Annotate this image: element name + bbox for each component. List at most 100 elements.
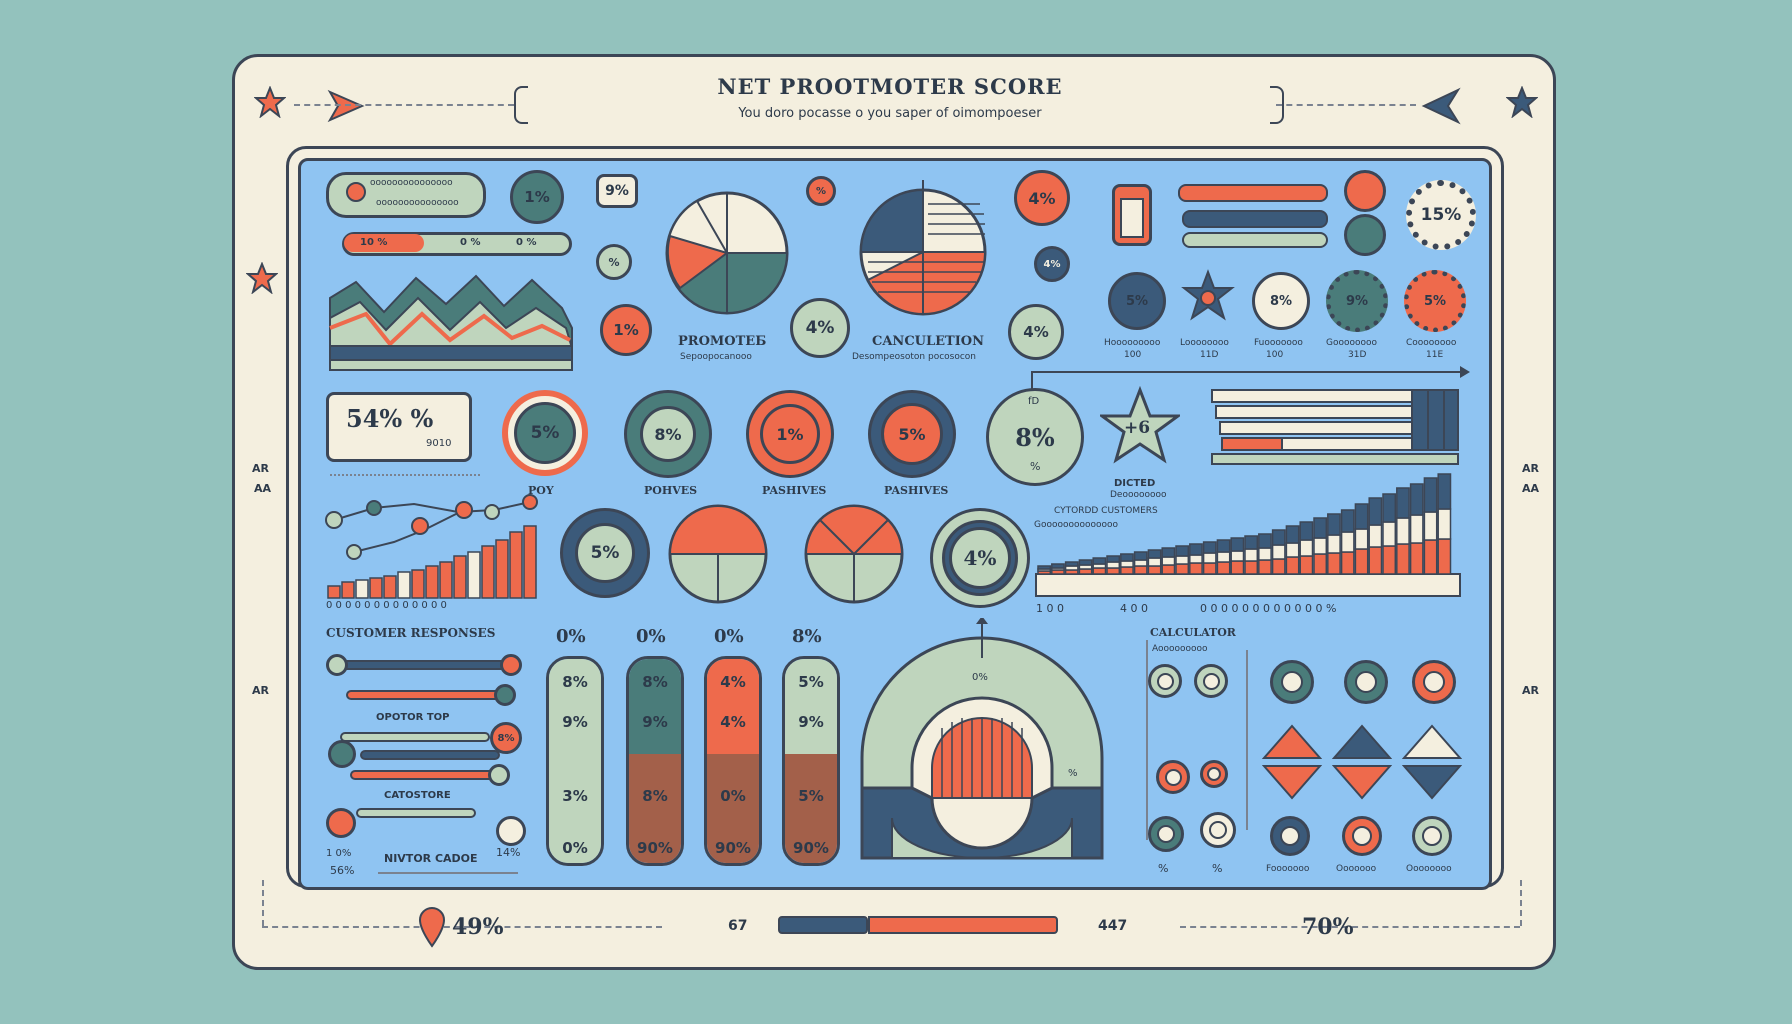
donut-2-label: POHVES — [644, 484, 698, 497]
pill-value-b: 4% — [720, 713, 746, 731]
footer-dash-v-right — [1520, 880, 1522, 926]
bar-segment — [1285, 542, 1300, 558]
slider-6-knob[interactable] — [326, 808, 356, 838]
pill-head-3: 0% — [714, 626, 744, 647]
bar-segment — [1133, 559, 1148, 567]
stacked-hbars — [1211, 389, 1459, 465]
foot-mid: NIVTOR CADOE — [384, 852, 478, 865]
bar-segment — [1423, 477, 1438, 513]
slider-6-track[interactable] — [356, 808, 476, 818]
footer-dash-left — [262, 926, 662, 928]
arrow-left-icon — [1421, 87, 1461, 125]
slider-5-knob[interactable] — [488, 764, 510, 786]
bar-segment — [1230, 560, 1245, 575]
star-rating-icon — [1100, 386, 1180, 464]
bar-segment — [1340, 531, 1355, 553]
donut-6: 4% — [949, 527, 1011, 589]
row-circle-3: 8% — [1252, 272, 1310, 330]
slider-4-knob[interactable] — [328, 740, 356, 768]
target-icon-1 — [1148, 664, 1182, 698]
triangle-shape — [1262, 724, 1322, 759]
bar-segment — [1299, 539, 1314, 557]
bar-segment — [1120, 560, 1134, 568]
pill-bottom-fill — [549, 754, 601, 863]
bar-segment — [1216, 539, 1231, 553]
slider-2-track[interactable] — [346, 690, 504, 700]
bar-segment — [1368, 497, 1383, 526]
slider-1-knob[interactable] — [326, 654, 348, 676]
calc-section-label: CALCULATOR — [1150, 626, 1236, 639]
donut-2-ring: 8% — [624, 390, 712, 478]
bar-segment — [1147, 549, 1162, 559]
location-pin-icon — [418, 906, 446, 948]
header-dash-left — [294, 104, 514, 106]
donut-6-inner: 4% — [942, 520, 1018, 596]
bar-segment — [1147, 557, 1162, 567]
slider-4-track[interactable] — [360, 750, 500, 760]
slider-3-track[interactable] — [340, 732, 490, 742]
foot-left-b: 56% — [330, 864, 355, 877]
mountain-chart — [329, 274, 573, 371]
bar-segment — [1382, 493, 1397, 523]
bar-segment — [1409, 542, 1424, 575]
slider-5-track[interactable] — [350, 770, 494, 780]
page-title: NET PROOTMOTER SCORE — [717, 74, 1063, 99]
bar-segment — [1299, 555, 1314, 575]
bar-segment — [1382, 521, 1397, 547]
pill-gauge-4: 5% 9% 5% 90% — [782, 656, 840, 866]
pill-value-d: 90% — [793, 839, 829, 857]
slider-1-track[interactable] — [332, 660, 512, 670]
pill-value-b: 9% — [562, 713, 588, 731]
slider-3-badge: 8% — [490, 722, 522, 754]
info-pct-b: 0 % — [460, 237, 481, 248]
donut-6-ring: 4% — [930, 508, 1030, 608]
header-dash-right — [1276, 104, 1416, 106]
bar-segment — [1189, 543, 1203, 556]
mask-icon-center — [1209, 821, 1227, 839]
slider-2-knob[interactable] — [494, 684, 516, 706]
kpi-circle-3: 1% — [600, 304, 652, 356]
bar-segment — [1106, 567, 1121, 575]
donut-3-label: PASHIVES — [762, 484, 827, 497]
bar-segment — [1037, 565, 1052, 570]
calc-divider-2 — [1246, 650, 1248, 830]
caption-3: Oooooooo — [1406, 864, 1452, 874]
star-text: +6 — [1124, 418, 1151, 438]
cat-label: CATOSTORE — [384, 790, 451, 801]
gauge-top-pct: 0% — [972, 672, 988, 683]
bar-segment — [1244, 548, 1259, 562]
row-label-4: Goooooooo — [1326, 338, 1378, 348]
kpi-circle-2: % — [596, 244, 632, 280]
bar-segment — [1409, 483, 1424, 516]
info-line-1: ooooooooooooooo — [370, 178, 453, 188]
side-label-left-a: AR — [252, 462, 269, 475]
pill-bottom-fill — [785, 754, 837, 863]
gear-icon-1 — [1148, 816, 1184, 852]
bar-segment — [1078, 559, 1093, 566]
pill-value-c: 3% — [562, 787, 588, 805]
pill-gauge-2: 8% 9% 8% 90% — [626, 656, 684, 866]
footer-left-value: 49% — [452, 914, 504, 940]
bar-segment — [1271, 544, 1286, 560]
triangle-shape — [1332, 724, 1392, 759]
bar-segment — [1437, 538, 1452, 575]
side-label-right-c: AR — [1522, 684, 1539, 697]
arch-gauge — [860, 618, 1104, 860]
slider-6-end[interactable] — [496, 816, 526, 846]
gauge-side-pct: % — [1068, 768, 1078, 779]
row-sub-5: 11E — [1426, 350, 1444, 360]
title-bracket-left — [514, 86, 528, 124]
pill-top-fill — [549, 659, 601, 754]
pill-bottom-fill — [629, 754, 681, 863]
bar-segment — [1051, 563, 1065, 569]
status-dot-red — [1344, 170, 1386, 212]
donut-4-label: PASHIVES — [884, 484, 949, 497]
pill-top-fill — [785, 659, 837, 754]
row-label-1: Hooooooooo — [1104, 338, 1161, 348]
footer-bar-right — [868, 916, 1058, 934]
calc-sub: Desompeosoton pocosocon — [852, 352, 977, 362]
slider-1-end[interactable] — [500, 654, 522, 676]
pill-value-d: 0% — [562, 839, 588, 857]
star-icon — [254, 86, 286, 118]
row-sub-1: 100 — [1124, 350, 1142, 360]
